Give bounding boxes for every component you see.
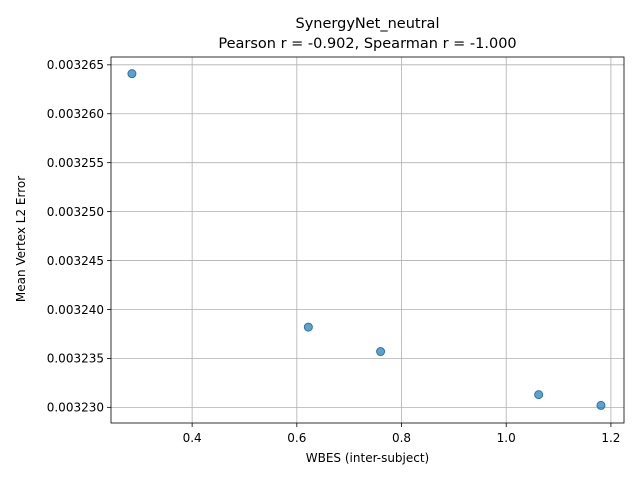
y-tick-label: 0.003255 [47, 156, 104, 170]
grid-layer [111, 57, 624, 423]
x-tick-label: 0.6 [287, 431, 306, 445]
y-tick-label: 0.003245 [47, 254, 104, 268]
x-tick-label: 1.2 [601, 431, 620, 445]
scatter-point [376, 347, 386, 357]
points-layer [127, 69, 606, 410]
y-tick-label: 0.003235 [47, 352, 104, 366]
y-axis-ticks: 0.003230 0.003235 0.003240 0.003245 0.003250… [47, 58, 111, 415]
scatter-point [303, 322, 313, 332]
x-axis-ticks: 0.4 0.6 0.8 1.0 1.2 [183, 423, 620, 445]
scatter-point [596, 400, 606, 410]
scatter-point [127, 69, 137, 79]
chart-subtitle: Pearson r = -0.902, Spearman r = -1.000 [218, 36, 516, 52]
y-axis-label: Mean Vertex L2 Error [14, 176, 28, 302]
scatter-point [534, 390, 544, 400]
y-tick-label: 0.003230 [47, 401, 104, 415]
y-tick-label: 0.003250 [47, 205, 104, 219]
x-tick-label: 0.8 [392, 431, 411, 445]
plot-frame [110, 56, 625, 424]
y-tick-label: 0.003240 [47, 303, 104, 317]
x-axis-label: WBES (inter-subject) [306, 451, 430, 465]
x-tick-label: 0.4 [183, 431, 202, 445]
chart-title: SynergyNet_neutral [296, 16, 440, 32]
x-tick-label: 1.0 [497, 431, 516, 445]
y-tick-label: 0.003260 [47, 107, 104, 121]
y-tick-label: 0.003265 [47, 58, 104, 72]
